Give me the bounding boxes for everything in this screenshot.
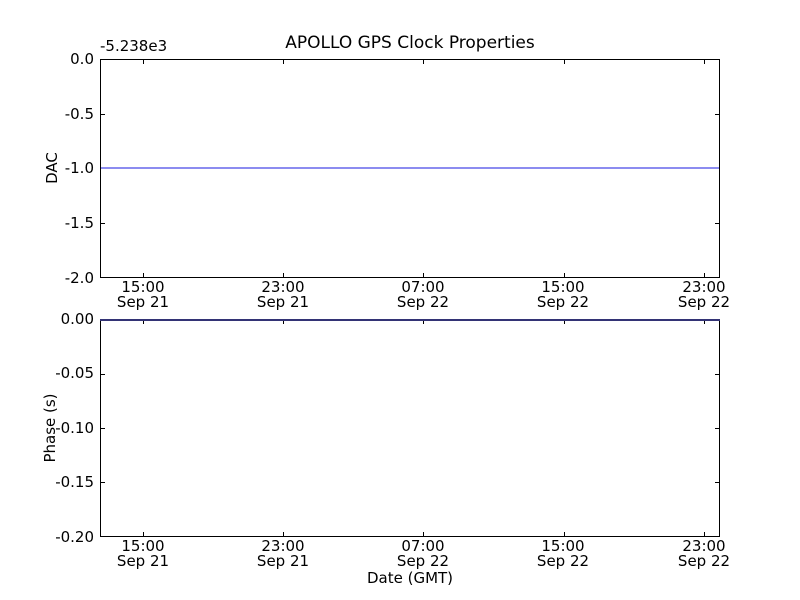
top-y-axis-label: DAC <box>43 152 61 184</box>
y-tick-label: -0.05 <box>55 364 94 382</box>
x-tick-date: Sep 21 <box>116 552 170 570</box>
chart-title: APOLLO GPS Clock Properties <box>285 33 535 53</box>
x-tick-mark <box>423 273 424 277</box>
x-tick-time: 23:00 <box>682 278 726 296</box>
x-tick-date: Sep 22 <box>396 552 450 570</box>
y-tick-label: -1.5 <box>64 214 94 232</box>
x-tick-label: 15:00 Sep 22 <box>518 280 608 310</box>
x-tick-date: Sep 22 <box>536 293 590 311</box>
x-tick-mark <box>283 320 284 324</box>
x-tick-date: Sep 21 <box>116 293 170 311</box>
x-tick-date: Sep 22 <box>396 293 450 311</box>
x-tick-time: 07:00 <box>401 278 445 296</box>
x-tick-mark <box>423 320 424 324</box>
y-tick-label: -1.0 <box>64 159 94 177</box>
x-tick-mark <box>283 532 284 536</box>
x-tick-mark <box>423 60 424 64</box>
x-tick-mark <box>564 60 565 64</box>
y-tick-label: -0.15 <box>55 473 94 491</box>
x-tick-date: Sep 21 <box>256 552 310 570</box>
x-tick-date: Sep 22 <box>536 552 590 570</box>
y-tick-label: -0.20 <box>55 528 94 546</box>
x-tick-mark <box>143 273 144 277</box>
x-tick-time: 15:00 <box>121 278 165 296</box>
y-tick-mark <box>715 428 719 429</box>
x-tick-mark <box>143 320 144 324</box>
x-tick-label: 23:00 Sep 22 <box>659 280 749 310</box>
y-axis-offset-text: -5.238e3 <box>100 37 168 55</box>
x-tick-mark <box>283 273 284 277</box>
x-tick-time: 07:00 <box>401 537 445 555</box>
x-tick-mark <box>704 320 705 324</box>
x-tick-date: Sep 21 <box>256 293 310 311</box>
y-tick-label: -0.5 <box>64 105 94 123</box>
x-tick-label: 07:00 Sep 22 <box>378 539 468 569</box>
y-tick-mark <box>715 374 719 375</box>
y-tick-mark <box>101 428 105 429</box>
x-tick-mark <box>283 60 284 64</box>
y-tick-mark <box>101 374 105 375</box>
x-tick-time: 23:00 <box>261 537 305 555</box>
phase-series-line <box>100 319 720 321</box>
x-tick-label: 15:00 Sep 21 <box>98 280 188 310</box>
x-tick-time: 23:00 <box>682 537 726 555</box>
x-tick-date: Sep 22 <box>677 552 731 570</box>
x-tick-date: Sep 22 <box>677 293 731 311</box>
x-tick-mark <box>143 532 144 536</box>
x-tick-mark <box>564 273 565 277</box>
dac-series-line <box>101 167 719 169</box>
x-tick-label: 23:00 Sep 21 <box>238 539 328 569</box>
x-tick-label: 15:00 Sep 21 <box>98 539 188 569</box>
y-tick-mark <box>715 482 719 483</box>
y-tick-mark <box>101 482 105 483</box>
x-tick-mark <box>564 320 565 324</box>
y-tick-mark <box>715 114 719 115</box>
x-tick-mark <box>423 532 424 536</box>
y-tick-label: 0.00 <box>60 310 94 328</box>
bottom-y-axis-label: Phase (s) <box>41 393 59 463</box>
y-tick-label: -0.10 <box>55 419 94 437</box>
x-tick-time: 15:00 <box>541 278 585 296</box>
bottom-axes <box>100 319 720 537</box>
y-tick-mark <box>101 114 105 115</box>
x-tick-mark <box>143 60 144 64</box>
x-axis-label: Date (GMT) <box>366 569 454 587</box>
x-tick-time: 15:00 <box>541 537 585 555</box>
x-tick-label: 07:00 Sep 22 <box>378 280 468 310</box>
top-axes <box>100 59 720 278</box>
x-tick-label: 15:00 Sep 22 <box>518 539 608 569</box>
y-tick-label: -2.0 <box>64 269 94 287</box>
x-tick-mark <box>704 273 705 277</box>
x-tick-time: 15:00 <box>121 537 165 555</box>
x-tick-label: 23:00 Sep 22 <box>659 539 749 569</box>
x-tick-time: 23:00 <box>261 278 305 296</box>
x-tick-mark <box>564 532 565 536</box>
x-tick-mark <box>704 60 705 64</box>
x-tick-label: 23:00 Sep 21 <box>238 280 328 310</box>
y-tick-label: 0.0 <box>70 50 94 68</box>
x-tick-mark <box>704 532 705 536</box>
y-tick-mark <box>101 223 105 224</box>
y-tick-mark <box>715 223 719 224</box>
